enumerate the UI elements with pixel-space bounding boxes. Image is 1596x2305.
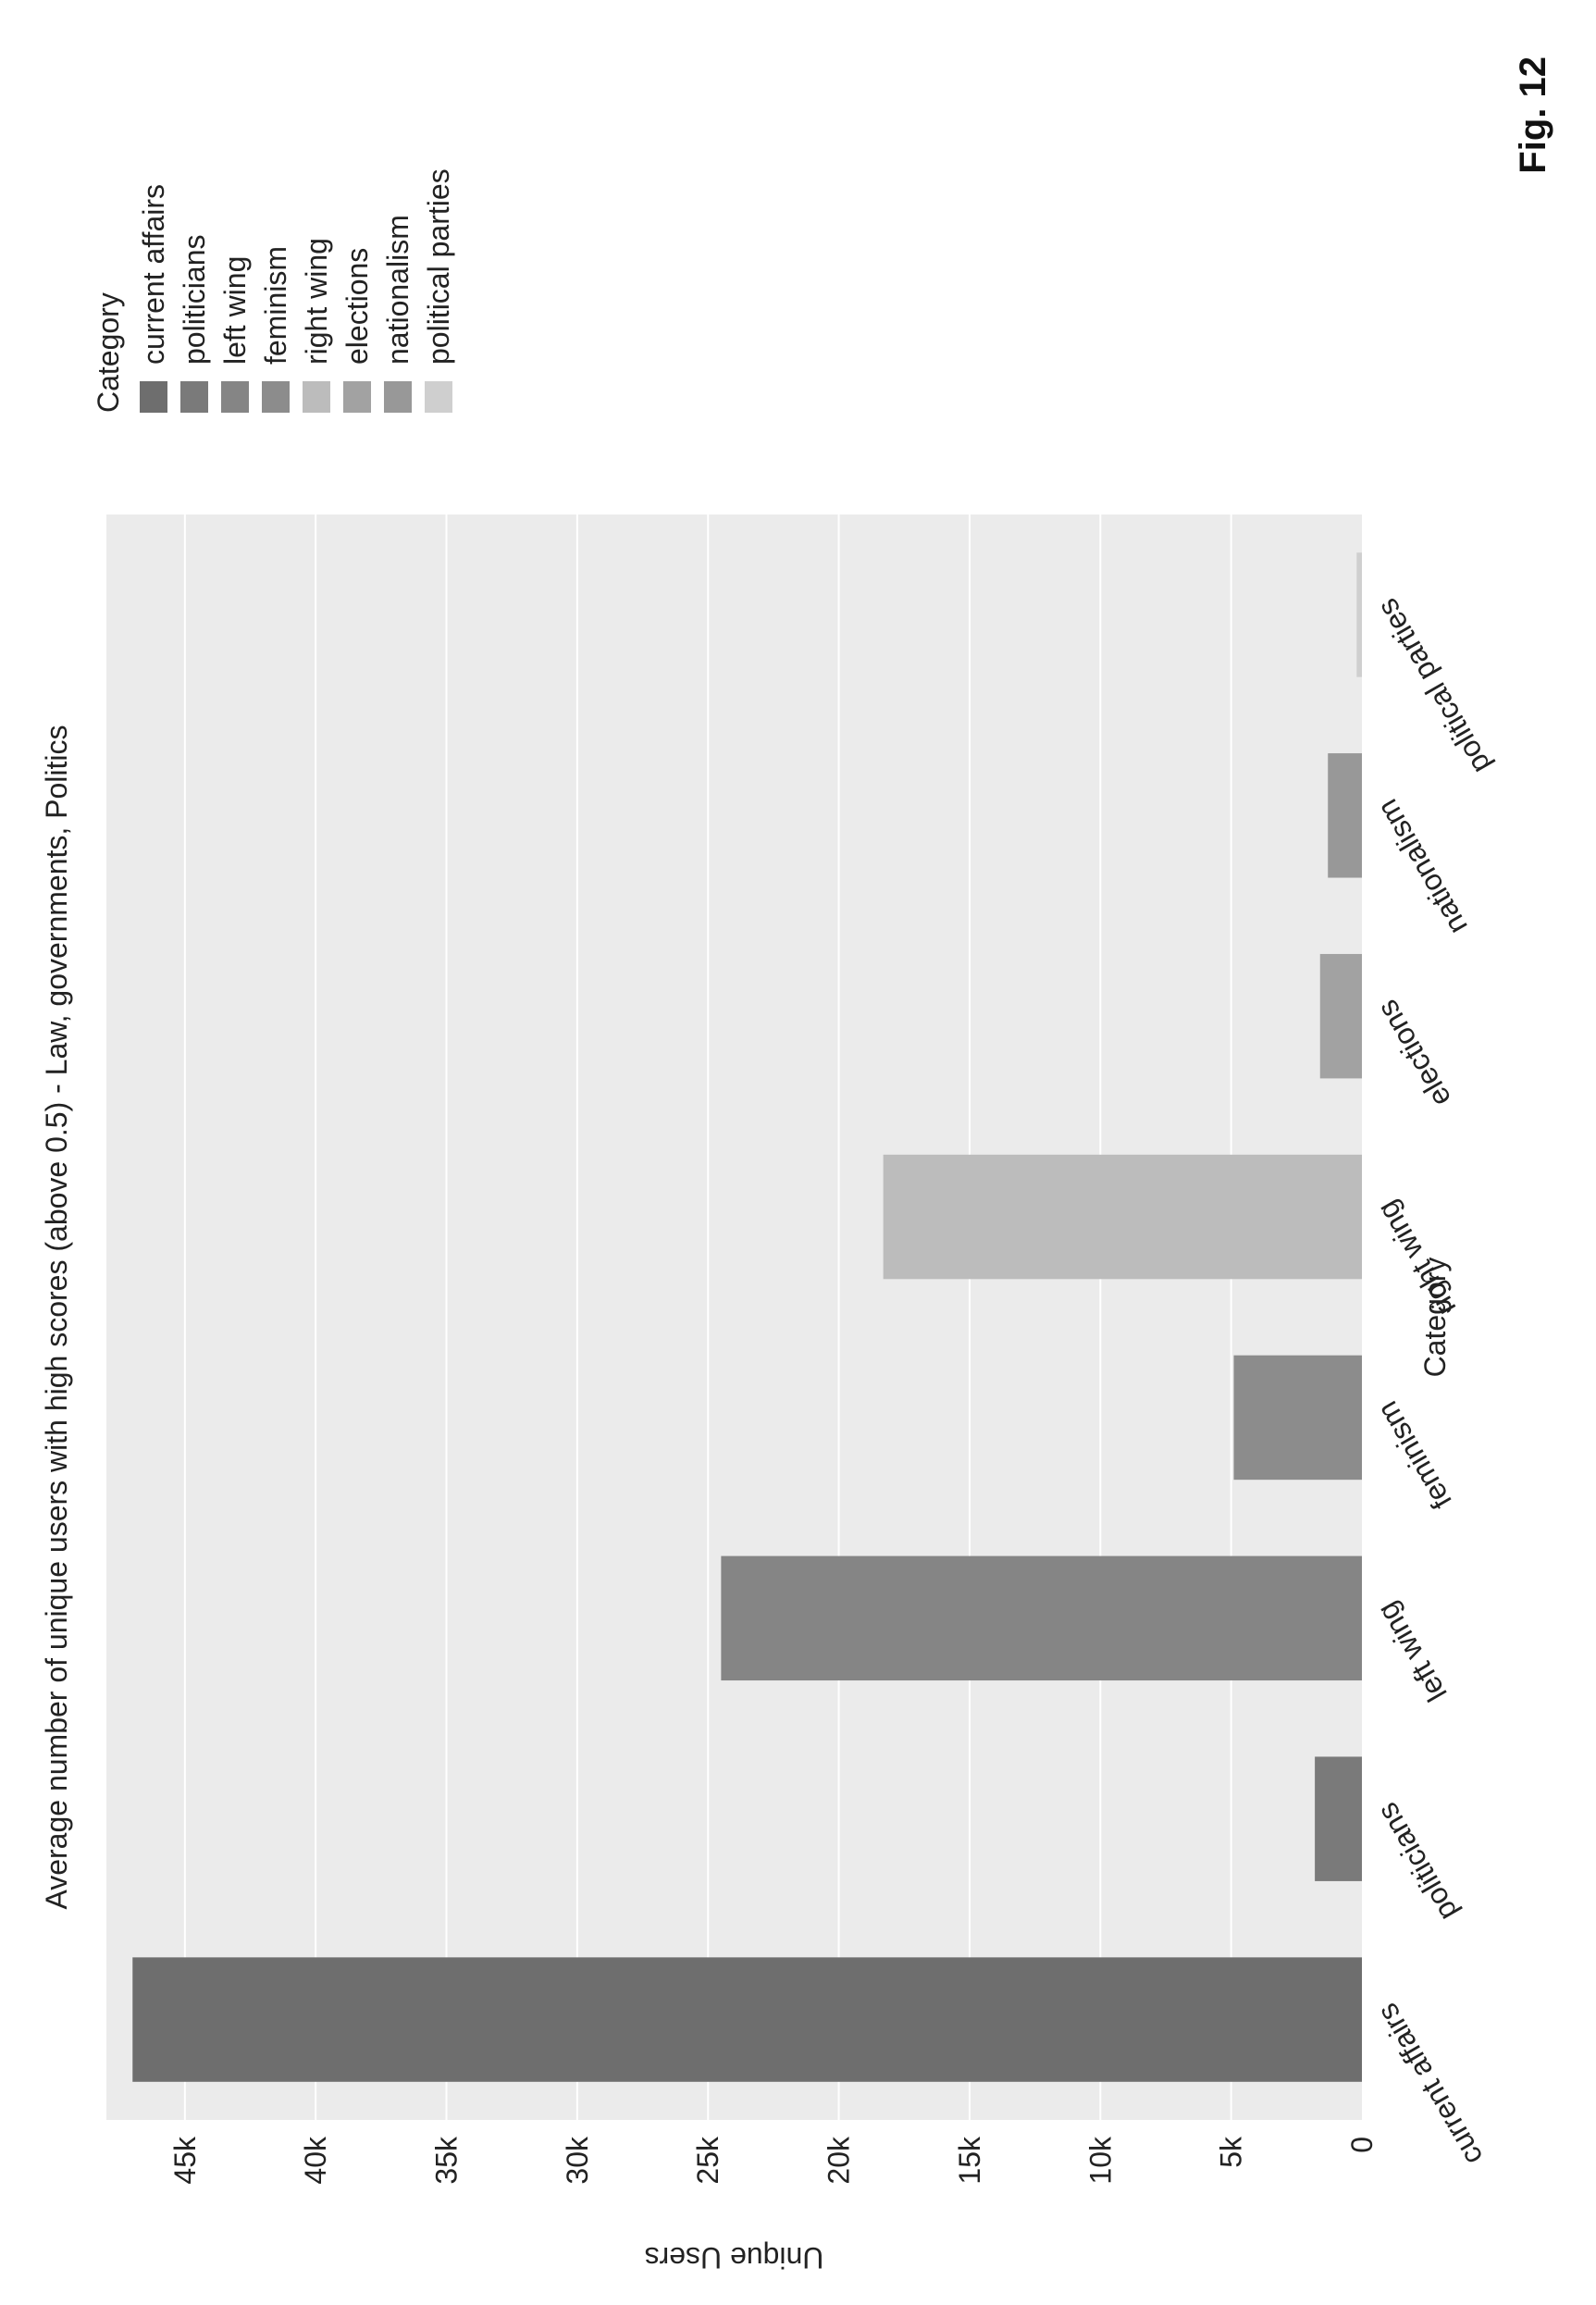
legend-swatch — [262, 381, 290, 413]
legend-swatch — [425, 381, 452, 413]
legend-entry: current affairs — [137, 184, 170, 365]
legend: Category current affairs politicians left … — [92, 168, 455, 413]
legend-swatch — [384, 381, 412, 413]
x-tick-label: political parties — [1370, 593, 1497, 779]
y-tick-label: 35k — [430, 2136, 464, 2185]
x-axis-label: Category — [1418, 1258, 1452, 1378]
y-tick-label: 45k — [168, 2136, 202, 2185]
x-tick-labels: current affairs politicians left wing femin… — [1370, 593, 1497, 2171]
legend-swatch — [221, 381, 249, 413]
figure-label: Fig. 12 — [1513, 56, 1553, 174]
y-tick-labels: 0 5k 10k 15k 20k 25k 30k 35k 40k 45k — [168, 2136, 1379, 2185]
x-tick-label: current affairs — [1370, 1998, 1490, 2171]
bars — [132, 552, 1363, 2082]
legend-title: Category — [92, 292, 125, 413]
y-axis-label: Unique Users — [645, 2241, 824, 2274]
bar — [1315, 1756, 1363, 1881]
legend-swatch — [343, 381, 371, 413]
legend-entry: feminism — [259, 246, 292, 365]
legend-entry: left wing — [218, 256, 252, 365]
y-tick-label: 20k — [823, 2136, 856, 2185]
y-tick-label: 5k — [1215, 2136, 1248, 2168]
bar — [721, 1555, 1362, 1681]
x-tick-label: left wing — [1370, 1596, 1454, 1707]
x-tick-label: elections — [1370, 995, 1457, 1112]
bar — [1328, 753, 1363, 878]
legend-entry: political parties — [422, 168, 455, 365]
legend-swatch — [180, 381, 208, 413]
x-tick-label: nationalism — [1370, 794, 1474, 940]
y-tick-label: 10k — [1083, 2136, 1117, 2185]
plot-background — [106, 514, 1362, 2120]
legend-entry: elections — [340, 248, 374, 365]
y-tick-label: 25k — [691, 2136, 724, 2185]
legend-entry: politicians — [178, 234, 211, 365]
gridlines — [183, 514, 1232, 2120]
x-tick-label: politicians — [1370, 1797, 1464, 1927]
y-tick-label: 40k — [299, 2136, 332, 2185]
legend-swatch — [303, 381, 330, 413]
y-tick-label: 0 — [1345, 2137, 1379, 2153]
bar — [1319, 953, 1363, 1079]
legend-entry: nationalism — [381, 215, 414, 365]
y-tick-label: 30k — [561, 2136, 594, 2185]
x-tick-label: feminism — [1370, 1395, 1458, 1515]
chart-title: Average number of unique users with high… — [40, 725, 73, 1909]
y-tick-label: 15k — [953, 2136, 986, 2185]
legend-swatch — [140, 381, 167, 413]
bar — [132, 1957, 1362, 2082]
bar — [1356, 552, 1362, 677]
bar — [1233, 1355, 1362, 1481]
rotated-figure: 0 5k 10k 15k 20k 25k 30k 35k 40k 45k current affa… — [40, 56, 1553, 2274]
bar — [883, 1154, 1362, 1280]
legend-entry: right wing — [300, 238, 333, 365]
